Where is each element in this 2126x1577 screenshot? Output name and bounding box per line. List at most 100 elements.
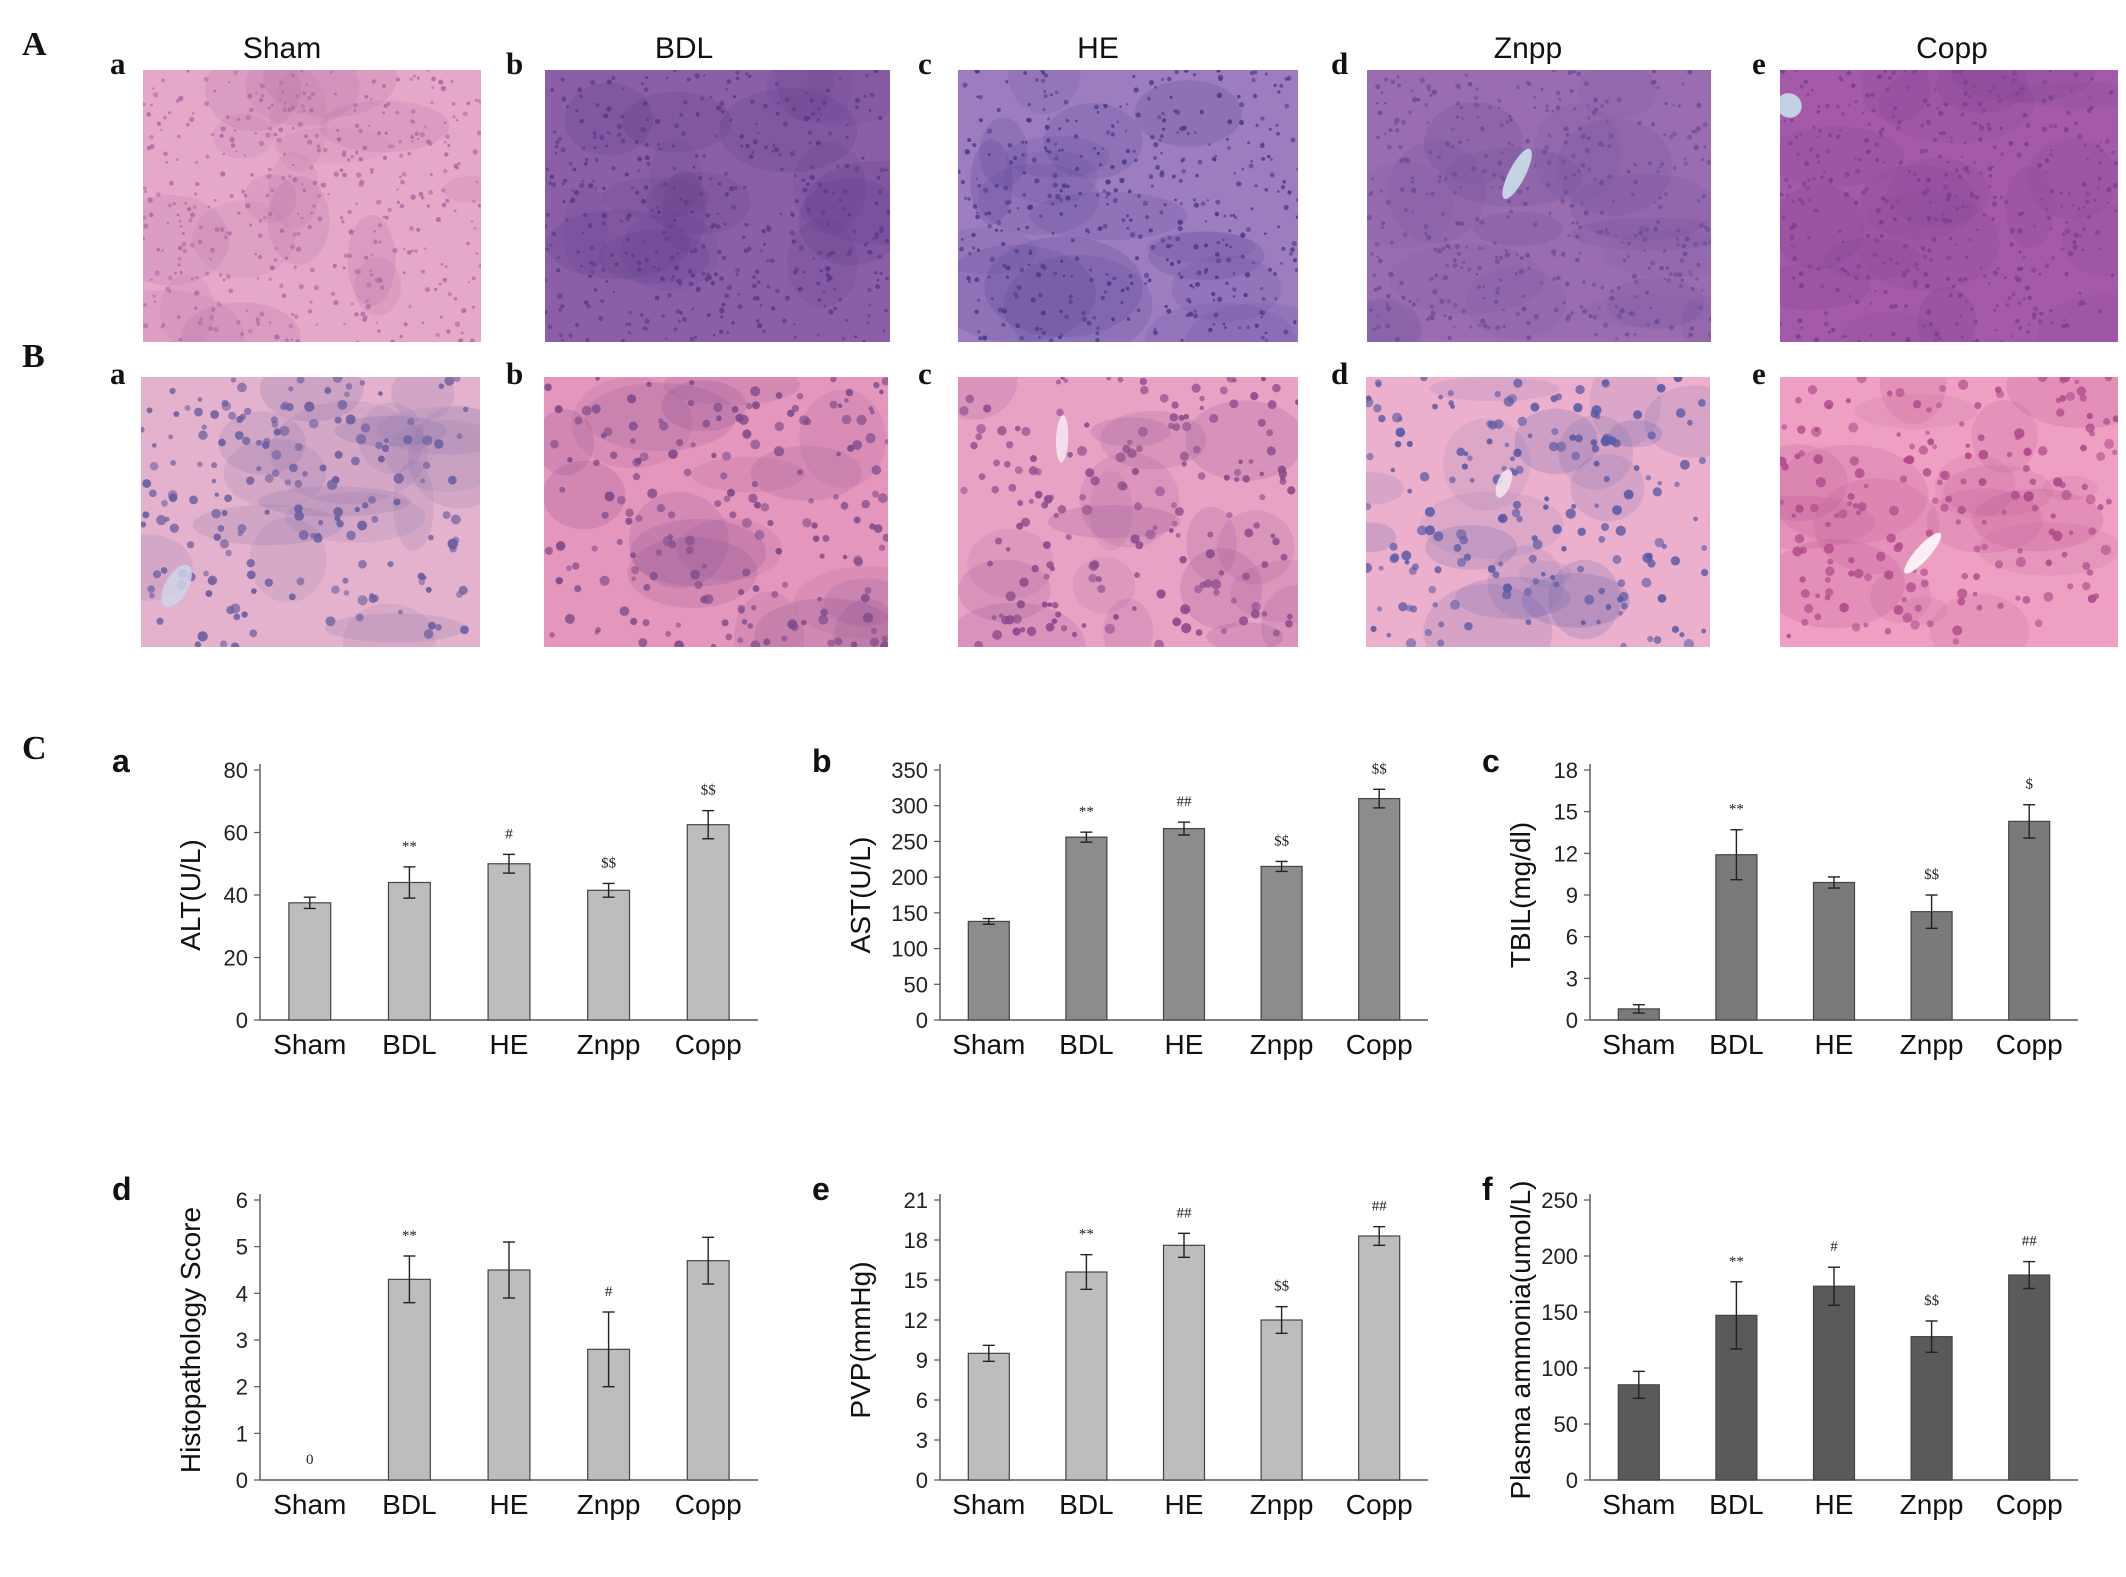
column-title-copp: Copp: [1916, 32, 1988, 65]
y-tick-label: 40: [224, 883, 248, 908]
y-tick-label: 20: [224, 946, 248, 971]
tissue-texture: [958, 377, 1298, 647]
y-axis-label: TBIL(mg/dl): [1505, 822, 1536, 968]
chart-tbil: c 0 3 6 9 12 15 18 TBIL(mg/dl) Sham ** BDL HE $$ Znpp $…: [1460, 740, 2100, 1110]
sub-letter-row-a-3: c: [918, 46, 932, 81]
tissue-texture: [958, 70, 1298, 342]
brain-micrograph-znpp: [1366, 377, 1710, 647]
chart-ammonia: f 0 50 100 150 200 250 Plasma ammonia(umol/L) Sh…: [1460, 1170, 2100, 1570]
y-tick-label: 300: [891, 794, 928, 819]
chart-histopathology: d 0 1 2 3 4 5 6 Histopathology Score 0 Sham ** BDL HE…: [100, 1170, 780, 1570]
panel-letter-c-row: C: [22, 730, 47, 767]
significance-label: ##: [1177, 794, 1193, 810]
panel-letter-b-row: B: [22, 338, 45, 375]
column-title-he: HE: [1077, 32, 1119, 65]
y-tick-label: 3: [1566, 966, 1578, 991]
bar-he: [1162, 1244, 1206, 1481]
y-tick-label: 18: [1554, 758, 1578, 783]
significance-label: **: [402, 839, 417, 855]
y-tick-label: 250: [891, 829, 928, 854]
liver-micrograph-copp: [1780, 70, 2118, 342]
chart-ast: b 0 50 100 150 200 250 300 350 AST(U/L) Sham ** BDL #…: [780, 740, 1450, 1110]
x-tick-label: Znpp: [1900, 1029, 1964, 1060]
y-tick-label: 12: [1554, 841, 1578, 866]
liver-micrograph-bdl: [545, 70, 890, 342]
bar-bdl: [1065, 1271, 1108, 1481]
bar-bdl: [1065, 836, 1108, 1021]
x-tick-label: Copp: [1996, 1489, 2063, 1520]
significance-label: **: [402, 1228, 417, 1244]
bar-copp: [686, 824, 730, 1021]
y-axis-label: AST(U/L): [845, 837, 876, 954]
y-tick-label: 0: [236, 1008, 248, 1033]
significance-label: ##: [2022, 1234, 2038, 1250]
chart-panel-letter: e: [812, 1171, 830, 1207]
y-axis-label: ALT(U/L): [175, 839, 206, 951]
x-tick-label: Sham: [952, 1029, 1025, 1060]
brain-micrograph-sham: [141, 377, 480, 647]
significance-label: $$: [1924, 1293, 1940, 1309]
significance-label: $$: [701, 783, 717, 799]
x-tick-label: Sham: [273, 1029, 346, 1060]
x-tick-label: HE: [1165, 1489, 1204, 1520]
significance-label: **: [1729, 802, 1744, 818]
y-tick-label: 6: [236, 1188, 248, 1213]
significance-label: **: [1079, 804, 1094, 820]
x-tick-label: Copp: [1346, 1489, 1413, 1520]
bar-sham: [1617, 1384, 1660, 1481]
tissue-texture: [143, 70, 481, 342]
panel-letter-a-row: A: [22, 26, 47, 63]
x-tick-label: Sham: [952, 1489, 1025, 1520]
sub-letter-row-a-2: b: [506, 46, 524, 81]
x-tick-label: BDL: [382, 1029, 436, 1060]
column-title-sham: Sham: [242, 32, 322, 65]
bar-znpp: [1260, 865, 1303, 1021]
liver-micrograph-sham: [143, 70, 481, 342]
bar-copp: [1358, 797, 1401, 1021]
bar-he: [1812, 881, 1856, 1021]
x-tick-label: Copp: [1996, 1029, 2063, 1060]
y-tick-label: 5: [236, 1235, 248, 1260]
y-tick-label: 12: [904, 1308, 928, 1333]
tissue-texture: [1780, 377, 2118, 647]
tissue-texture: [544, 377, 888, 647]
bar-copp: [2008, 820, 2051, 1021]
x-tick-label: BDL: [382, 1489, 436, 1520]
sub-letter-row-a-5: e: [1752, 46, 1766, 81]
y-tick-label: 0: [1566, 1008, 1578, 1033]
significance-label: $$: [1924, 867, 1940, 883]
y-tick-label: 50: [1554, 1412, 1578, 1437]
significance-label: #: [505, 826, 513, 842]
y-tick-label: 21: [904, 1188, 928, 1213]
brain-micrograph-bdl: [544, 377, 888, 647]
brain-micrograph-copp: [1780, 377, 2118, 647]
bar-znpp: [1910, 911, 1953, 1021]
bar-znpp: [1910, 1336, 1953, 1481]
bar-he: [487, 863, 531, 1021]
sub-letter-row-b-5: e: [1752, 356, 1766, 391]
chart-pvp: e 0 3 6 9 12 15 18 21 PVP(mmHg) Sham ** BDL ## HE $$ Znp…: [780, 1170, 1450, 1570]
x-tick-label: Znpp: [1900, 1489, 1964, 1520]
significance-label: 0: [306, 1452, 314, 1468]
bar-bdl: [387, 881, 431, 1021]
y-axis-label: Histopathology Score: [175, 1207, 206, 1473]
chart-alt: a 0 20 40 60 80 ALT(U/L) Sham ** BDL # HE $$ Znpp $$ Co…: [100, 740, 780, 1110]
x-tick-label: Sham: [1602, 1489, 1675, 1520]
tissue-texture: [1780, 70, 2118, 342]
y-tick-label: 150: [891, 901, 928, 926]
y-tick-label: 200: [1541, 1244, 1578, 1269]
bar-copp: [1358, 1235, 1401, 1481]
x-tick-label: Sham: [1602, 1029, 1675, 1060]
bar-copp: [2008, 1274, 2051, 1481]
x-tick-label: HE: [1815, 1029, 1854, 1060]
significance-label: ##: [1177, 1205, 1193, 1221]
y-tick-label: 0: [236, 1468, 248, 1493]
sub-letter-row-b-2: b: [506, 356, 524, 391]
y-tick-label: 6: [916, 1388, 928, 1413]
y-tick-label: 15: [904, 1268, 928, 1293]
significance-label: #: [1830, 1239, 1838, 1255]
significance-label: **: [1079, 1227, 1094, 1243]
y-tick-label: 1: [236, 1421, 248, 1446]
bar-he: [487, 1269, 531, 1481]
y-tick-label: 3: [916, 1428, 928, 1453]
